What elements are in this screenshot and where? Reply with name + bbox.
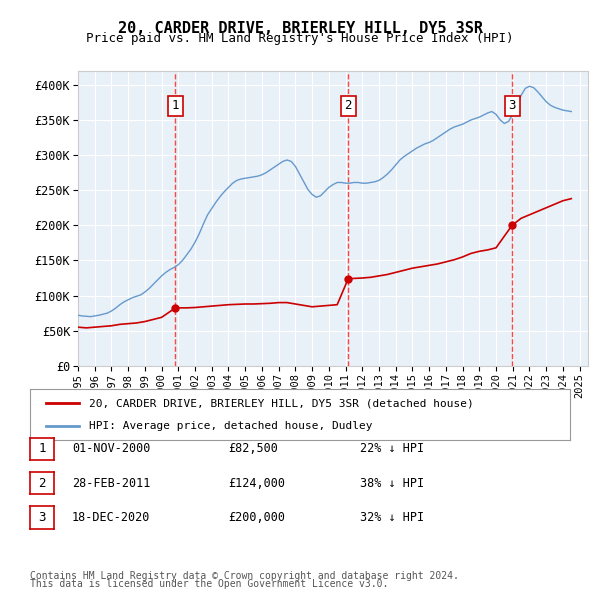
Text: Price paid vs. HM Land Registry's House Price Index (HPI): Price paid vs. HM Land Registry's House … <box>86 32 514 45</box>
Text: 22% ↓ HPI: 22% ↓ HPI <box>360 442 424 455</box>
Text: 2: 2 <box>344 100 352 113</box>
Text: 1: 1 <box>172 100 179 113</box>
Text: 38% ↓ HPI: 38% ↓ HPI <box>360 477 424 490</box>
Text: 01-NOV-2000: 01-NOV-2000 <box>72 442 151 455</box>
Text: 3: 3 <box>508 100 516 113</box>
Text: 3: 3 <box>38 511 46 524</box>
Text: HPI: Average price, detached house, Dudley: HPI: Average price, detached house, Dudl… <box>89 421 373 431</box>
Text: 18-DEC-2020: 18-DEC-2020 <box>72 511 151 524</box>
Text: This data is licensed under the Open Government Licence v3.0.: This data is licensed under the Open Gov… <box>30 579 388 589</box>
Text: £124,000: £124,000 <box>228 477 285 490</box>
Text: 20, CARDER DRIVE, BRIERLEY HILL, DY5 3SR (detached house): 20, CARDER DRIVE, BRIERLEY HILL, DY5 3SR… <box>89 398 474 408</box>
Text: 20, CARDER DRIVE, BRIERLEY HILL, DY5 3SR: 20, CARDER DRIVE, BRIERLEY HILL, DY5 3SR <box>118 21 482 35</box>
Text: £82,500: £82,500 <box>228 442 278 455</box>
Text: £200,000: £200,000 <box>228 511 285 524</box>
Text: 28-FEB-2011: 28-FEB-2011 <box>72 477 151 490</box>
Text: Contains HM Land Registry data © Crown copyright and database right 2024.: Contains HM Land Registry data © Crown c… <box>30 571 459 581</box>
Text: 1: 1 <box>38 442 46 455</box>
Text: 32% ↓ HPI: 32% ↓ HPI <box>360 511 424 524</box>
Text: 2: 2 <box>38 477 46 490</box>
